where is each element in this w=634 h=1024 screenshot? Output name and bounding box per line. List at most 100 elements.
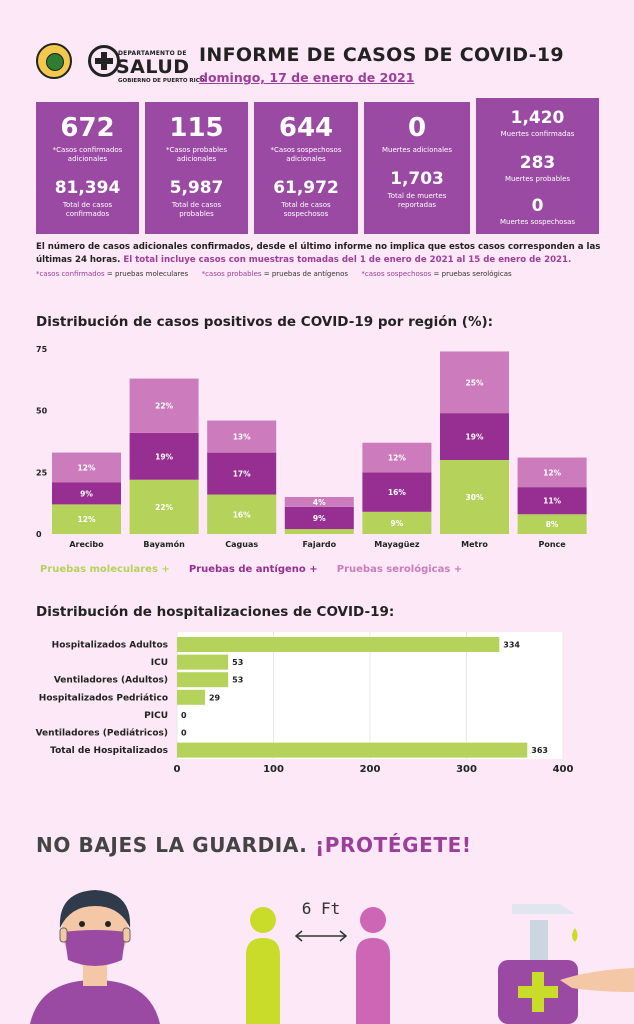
data-label: 9% [391, 519, 404, 528]
data-label: 22% [155, 503, 173, 512]
category-label: Hospitalizados Adultos [52, 641, 168, 651]
value-label: 363 [531, 746, 548, 755]
data-label: 4% [313, 498, 326, 507]
stat-box-sospechosos: 644 *Casos sospechosos adicionales 61,97… [254, 102, 358, 234]
data-label: 19% [466, 433, 484, 442]
data-label: 13% [233, 433, 251, 442]
category-label: Total de Hospitalizados [50, 746, 168, 756]
hospital-bar-chart: 0 100 200 300 400 Hospitalizados Adultos 334 I… [36, 632, 574, 775]
stat-box-probables: 115 *Casos probables adicionales 5,987 T… [145, 102, 248, 234]
stat-box-muertes-detalle: 1,420 Muertes confirmadas 283 Muertes pr… [476, 98, 599, 234]
masked-person-icon [30, 890, 160, 1024]
footer-slogan: NO BAJES LA GUARDIA. ¡PROTÉGETE! [36, 833, 472, 857]
bar-segment [517, 514, 587, 534]
bar-segment [207, 420, 277, 453]
category-label: ICU [151, 658, 168, 668]
bar-segment [440, 460, 509, 534]
bar-segment [52, 452, 121, 483]
dept-label: DEPARTAMENTO DE [118, 50, 187, 57]
stat-box-confirmados: 672 *Casos confirmados adicionales 81,39… [36, 102, 139, 234]
hospital-bar [177, 742, 528, 758]
new-probables: 115 [169, 113, 224, 143]
total-muertes: 1,703 [390, 169, 444, 189]
category-label: Mayagüez [374, 540, 420, 549]
bar-segment [284, 506, 354, 530]
total-muertes-label: Total de muertes reportadas [387, 192, 447, 209]
y-tick-label: 25 [36, 468, 48, 477]
new-confirmados: 672 [60, 113, 115, 143]
x-tick-label: 200 [360, 764, 381, 775]
data-label: 16% [233, 510, 251, 519]
new-muertes-label: Muertes adicionales [382, 146, 452, 154]
bar-segment [440, 413, 509, 460]
data-label: 12% [388, 454, 406, 463]
category-label: Hospitalizados Pedriático [39, 693, 168, 703]
category-label: Ponce [538, 540, 566, 549]
bar-segment [517, 487, 587, 515]
note-text: El número de casos adicionales confirmad… [36, 242, 601, 265]
data-label: 25% [466, 378, 484, 387]
bar-segment [129, 432, 199, 480]
region-stacked-bar-chart: 0 25 50 75 12% 9% 12% 22% 19% 22% 16% 17% 13% 9% 4% 9%… [36, 345, 587, 549]
y-tick-label: 50 [36, 407, 48, 416]
bar-segment [362, 511, 432, 534]
bar-segment [207, 494, 277, 534]
slogan-part2: ¡PROTÉGETE! [315, 833, 472, 857]
legend-antigeno: Pruebas de antígeno + [188, 564, 318, 575]
new-sospechosos-label: *Casos sospechosos adicionales [270, 146, 342, 163]
value-label: 53 [232, 658, 243, 667]
category-label: Bayamón [143, 539, 185, 549]
hospital-bar [177, 672, 229, 688]
report-note: El número de casos adicionales confirmad… [36, 241, 602, 267]
legend-serologica: Pruebas serológicas + [336, 564, 463, 575]
total-confirmados: 81,394 [54, 178, 121, 198]
category-label: Fajardo [302, 540, 336, 549]
x-tick-label: 100 [263, 764, 284, 775]
data-label: 17% [233, 470, 251, 479]
new-muertes: 0 [407, 113, 427, 143]
muertes-probables: 283 [519, 153, 556, 173]
bar-segment [129, 378, 199, 433]
bar-segment [284, 529, 354, 534]
new-sospechosos: 644 [278, 113, 334, 143]
social-distance-icon: 6 Ft [246, 899, 390, 1024]
value-label: 53 [232, 676, 243, 685]
data-label: 12% [78, 515, 96, 524]
def1-term: *casos confirmados [36, 270, 105, 278]
data-label: 22% [155, 402, 173, 411]
y-tick-label: 75 [36, 345, 48, 354]
definitions: *casos confirmados = pruebas moleculares… [36, 270, 512, 278]
value-label: 0 [181, 729, 187, 738]
value-label: 0 [181, 711, 187, 720]
x-tick-label: 400 [553, 764, 574, 775]
hospital-chart-title: Distribución de hospitalizaciones de COV… [36, 604, 395, 620]
hospital-bar [177, 689, 205, 705]
y-tick-label: 0 [36, 530, 42, 539]
x-tick-label: 0 [174, 764, 181, 775]
category-label: Metro [461, 540, 488, 549]
page-title: INFORME DE CASOS DE COVID-19 [199, 44, 564, 66]
category-label: Caguas [225, 540, 258, 549]
bar-segment [440, 351, 509, 414]
distance-label: 6 Ft [302, 899, 341, 918]
puerto-rico-seal-logo [36, 43, 72, 79]
region-chart-title: Distribución de casos positivos de COVID… [36, 314, 494, 330]
value-label: 29 [209, 693, 221, 702]
bar-segment [52, 482, 121, 505]
bar-segment [129, 479, 199, 534]
note-highlight: El total incluye casos con muestras toma… [123, 255, 572, 265]
category-label: PICU [144, 711, 168, 721]
def2-rest: = pruebas de antígenos [261, 270, 349, 278]
gov-label: GOBIERNO DE PUERTO RICO [118, 78, 205, 84]
bar-segment [284, 497, 354, 507]
def3-term: *casos sospechosos [361, 270, 432, 278]
report-date: domingo, 17 de enero de 2021 [199, 70, 415, 85]
muertes-sospechosas: 0 [531, 196, 544, 216]
muertes-probables-label: Muertes probables [504, 175, 571, 183]
def1-rest: = pruebas moleculares [104, 270, 189, 278]
total-probables: 5,987 [169, 178, 224, 198]
bar-segment [362, 472, 432, 512]
legend-molecular: Pruebas moleculares + [40, 564, 170, 575]
data-label: 8% [546, 520, 559, 529]
data-label: 12% [543, 468, 561, 477]
